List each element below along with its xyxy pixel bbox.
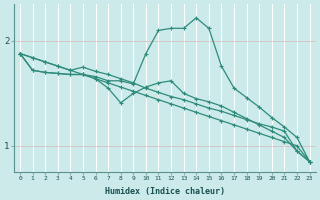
X-axis label: Humidex (Indice chaleur): Humidex (Indice chaleur) xyxy=(105,187,225,196)
